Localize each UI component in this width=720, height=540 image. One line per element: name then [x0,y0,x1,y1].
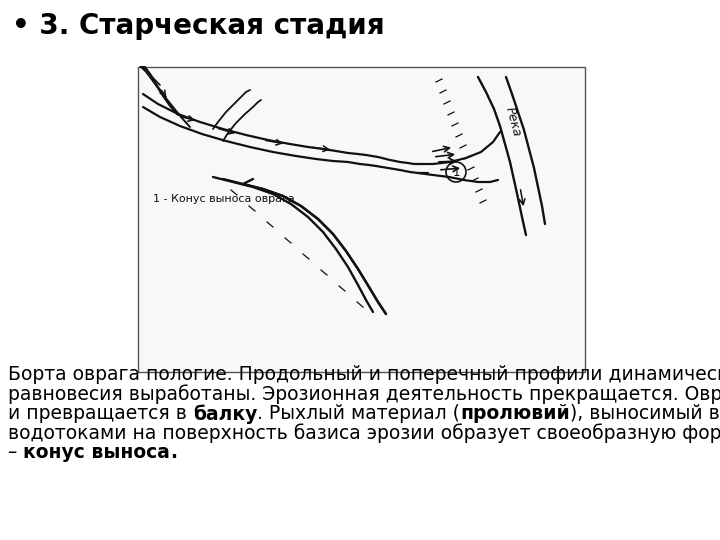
Text: • 3. Старческая стадия: • 3. Старческая стадия [12,12,384,40]
Text: и превращается в: и превращается в [8,404,193,423]
Text: –: – [8,443,23,462]
Text: .: . [170,443,177,462]
Text: Река: Река [503,106,523,138]
Text: Борта оврага пологие. Продольный и поперечный профили динамического: Борта оврага пологие. Продольный и попер… [8,365,720,384]
Text: ), выносимый временными: ), выносимый временными [570,404,720,423]
Text: балку: балку [193,404,257,423]
Text: . Рыхлый материал (: . Рыхлый материал ( [257,404,460,423]
Bar [138,67,585,372]
Text: конус выноса: конус выноса [23,443,170,462]
Text: 1: 1 [452,165,460,179]
Text: пролювий: пролювий [460,404,570,423]
Text: равновесия выработаны. Эрозионная деятельность прекращается. Овраг отмирает: равновесия выработаны. Эрозионная деятел… [8,384,720,404]
Text: 1 - Конус выноса оврага: 1 - Конус выноса оврага [153,194,294,204]
Circle shape [446,162,466,182]
Text: водотоками на поверхность базиса эрозии образует своеобразную форму рельефа: водотоками на поверхность базиса эрозии … [8,423,720,443]
